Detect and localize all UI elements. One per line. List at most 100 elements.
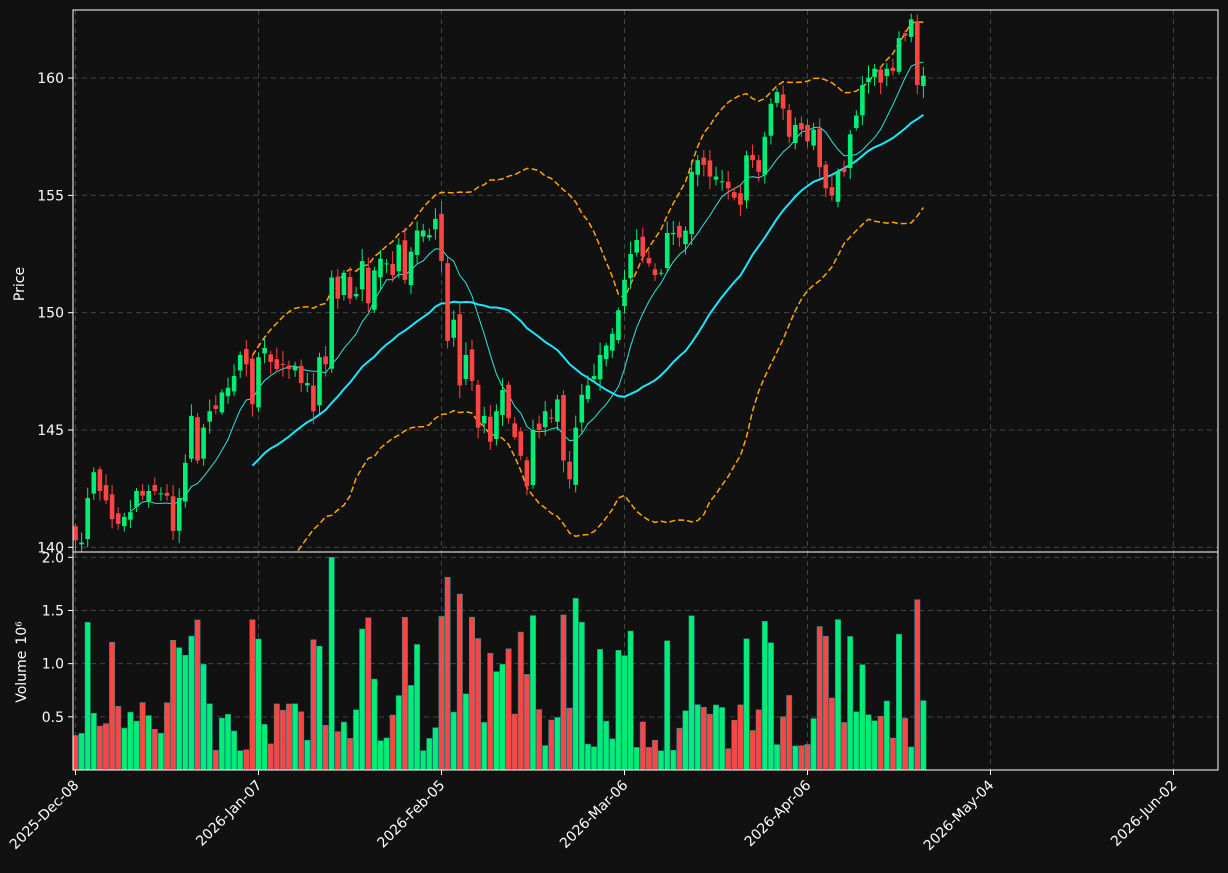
candle-body	[561, 395, 566, 461]
candle-body	[164, 492, 170, 496]
volume-bar	[322, 724, 329, 771]
candle-body	[683, 230, 688, 245]
volume-bar	[438, 616, 445, 771]
candle	[689, 160, 694, 246]
volume-bar	[603, 720, 610, 771]
candle	[122, 512, 127, 532]
volume-bar	[139, 702, 146, 771]
candle-body	[158, 493, 164, 495]
candle	[640, 227, 646, 264]
candle-body	[134, 490, 139, 507]
candle	[134, 488, 139, 513]
candle	[372, 266, 377, 314]
candle	[768, 98, 774, 145]
candlestick-series	[73, 13, 926, 552]
volume-bar	[286, 703, 292, 771]
candle-body	[256, 357, 261, 408]
candle	[457, 303, 463, 399]
volume-bar	[798, 745, 805, 771]
candle-body	[262, 347, 267, 354]
candle-body	[85, 498, 90, 540]
volume-bar	[694, 704, 701, 771]
candle	[878, 66, 883, 95]
candle	[780, 85, 786, 121]
candle-body	[652, 269, 658, 276]
candle	[164, 484, 170, 501]
candle-body	[542, 411, 548, 428]
volume-bar	[725, 748, 732, 771]
candle-body	[445, 263, 450, 341]
volume-bar	[578, 621, 585, 771]
candle	[213, 395, 219, 415]
candle-body	[896, 38, 902, 72]
candle	[725, 170, 731, 200]
candle-body	[286, 365, 292, 369]
candle	[817, 118, 822, 178]
candle-body	[774, 92, 780, 103]
volume-bar	[450, 711, 457, 771]
candle-body	[128, 512, 133, 520]
candle-body	[762, 136, 768, 175]
candle-body	[707, 160, 713, 177]
volume-scale-label: 10⁶	[14, 621, 30, 645]
candle-body	[805, 124, 810, 142]
candle	[683, 226, 688, 255]
candle-body	[122, 516, 127, 527]
volume-bar	[847, 636, 854, 771]
candle	[378, 249, 383, 290]
candle-body	[786, 110, 792, 137]
candle-body	[536, 423, 542, 430]
candle	[884, 63, 890, 87]
candle	[73, 523, 78, 552]
volume-bar	[267, 743, 274, 771]
volume-bar	[774, 744, 780, 771]
candle-body	[292, 366, 298, 371]
volume-tick-label: 1.5	[42, 603, 64, 619]
volume-bar	[548, 719, 555, 771]
volume-bar	[176, 647, 183, 771]
candle	[384, 258, 389, 274]
volume-tick-label: 1.0	[42, 657, 64, 673]
volume-bar	[517, 631, 524, 771]
candle	[347, 266, 353, 305]
candle-body	[713, 176, 719, 180]
candle-body	[183, 462, 188, 502]
volume-bar	[225, 714, 231, 771]
candle-body	[573, 427, 578, 485]
volume-bar	[908, 746, 915, 771]
candle	[488, 405, 493, 451]
candle	[256, 352, 261, 413]
candle-body	[115, 513, 121, 524]
candle-body	[847, 134, 853, 169]
candle-body	[317, 357, 322, 406]
candle	[695, 155, 700, 187]
candle	[707, 150, 713, 190]
price-tick-label: 150	[37, 306, 64, 322]
volume-bar	[713, 704, 719, 771]
candle	[201, 423, 206, 466]
candle-body	[671, 232, 676, 235]
candle	[750, 144, 755, 168]
candle	[854, 110, 859, 131]
volume-bar	[737, 704, 744, 771]
candle-body	[518, 431, 524, 456]
candle-body	[79, 542, 84, 545]
volume-bar	[469, 616, 475, 771]
volume-bar	[591, 746, 597, 771]
candle-body	[567, 461, 572, 480]
volume-panel-frame	[72, 551, 1219, 771]
candle-body	[280, 363, 286, 365]
candle-body	[408, 251, 414, 286]
candle	[268, 350, 273, 374]
volume-bar	[462, 693, 469, 771]
volume-bar	[804, 744, 811, 771]
candle-body	[195, 417, 200, 461]
candle	[250, 354, 255, 417]
candle-body	[451, 319, 456, 338]
candle-body	[610, 333, 615, 351]
volume-bar	[822, 635, 829, 771]
candle-body	[658, 272, 664, 274]
candle-body	[524, 460, 530, 487]
candle-body	[768, 103, 774, 136]
candle	[530, 419, 536, 489]
